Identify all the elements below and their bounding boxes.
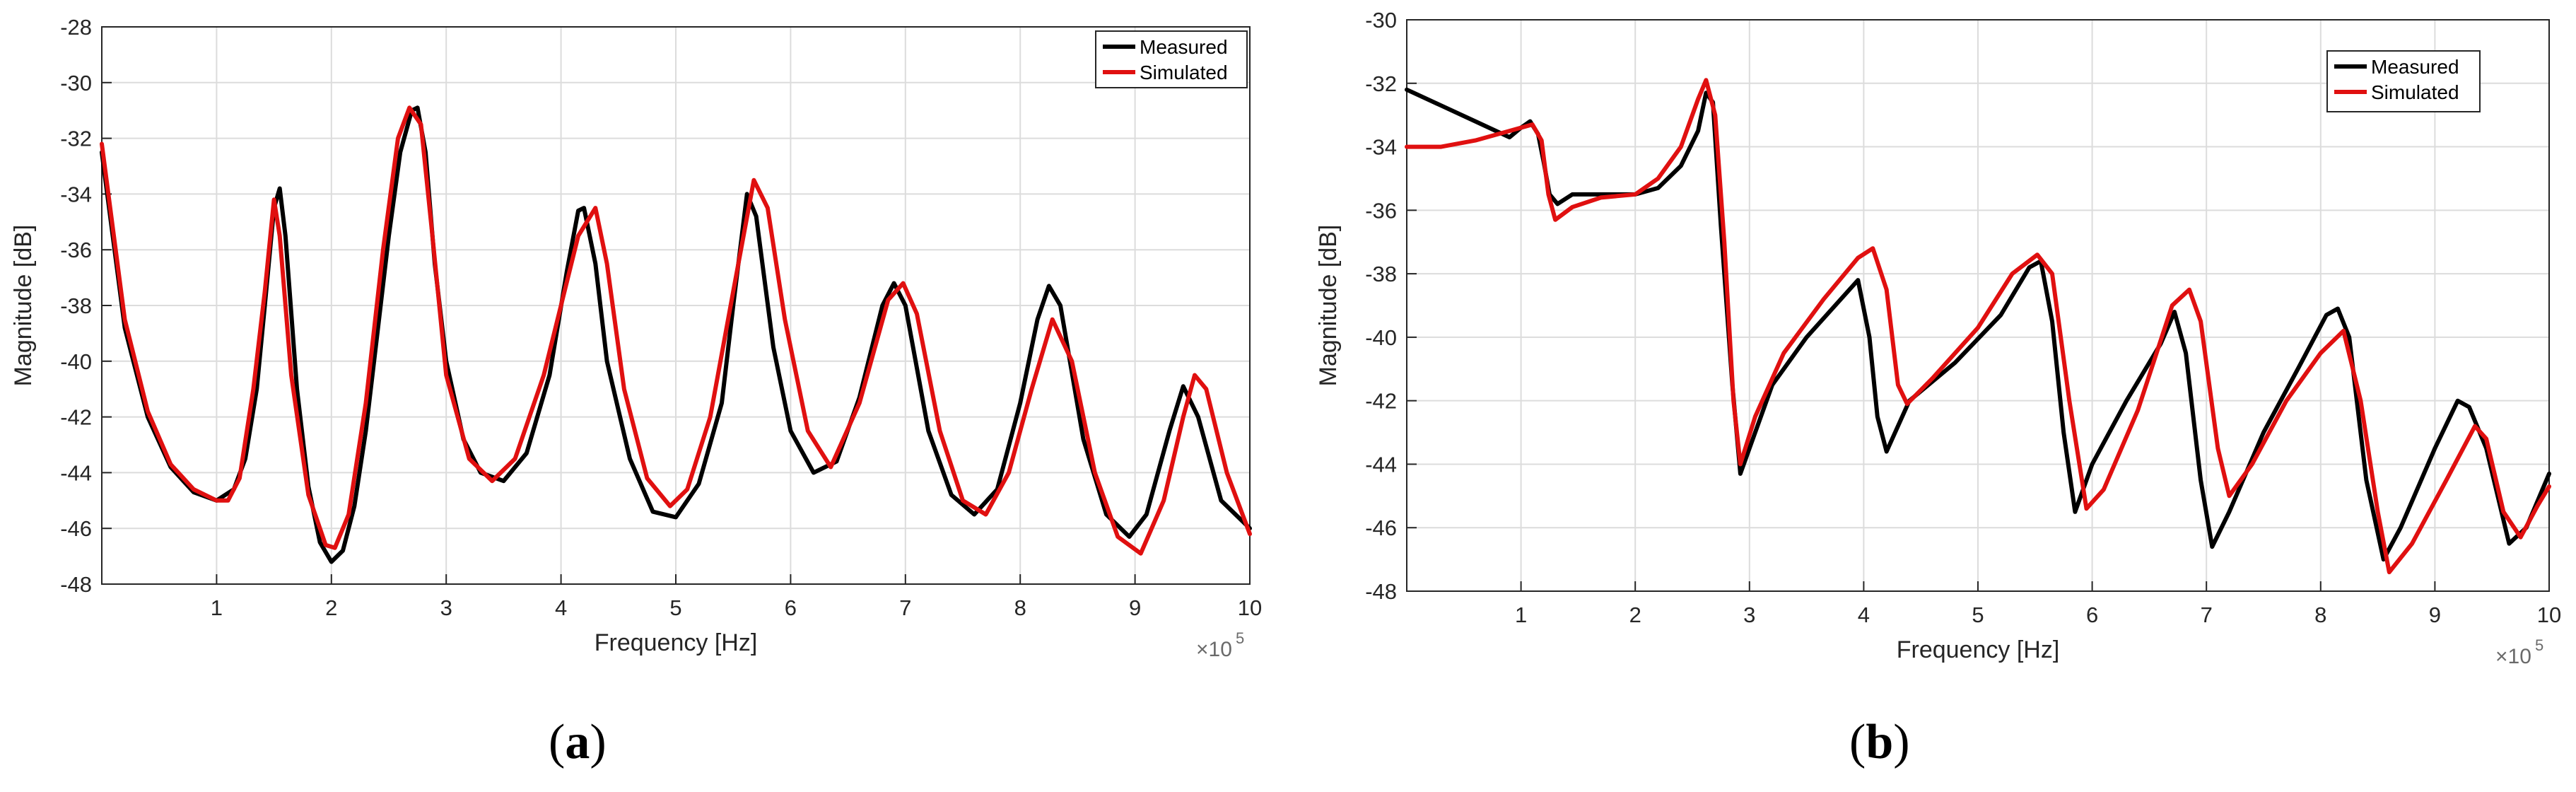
y-tick-label: -38 xyxy=(1365,262,1397,286)
x-exponent-power: 5 xyxy=(2535,636,2543,654)
legend-box xyxy=(2326,50,2481,112)
x-exponent-power: 5 xyxy=(1236,629,1244,647)
y-tick-label: -48 xyxy=(60,572,92,597)
y-tick-label: -32 xyxy=(1365,71,1397,96)
caption-paren-open: ( xyxy=(549,715,566,769)
x-tick-label: 3 xyxy=(440,595,452,620)
series-line-measured xyxy=(100,105,1252,564)
caption-letter: b xyxy=(1866,715,1894,769)
y-tick-label: -38 xyxy=(60,293,92,318)
y-tick-label: -36 xyxy=(60,238,92,262)
y-tick-label: -36 xyxy=(1365,198,1397,223)
caption-letter: a xyxy=(565,715,590,769)
y-axis-label: Magnitude [dB] xyxy=(1315,225,1342,387)
x-tick-label: 7 xyxy=(899,595,911,620)
y-tick-label: -34 xyxy=(1365,135,1397,160)
x-tick-label: 6 xyxy=(2086,602,2098,627)
y-tick-label: -48 xyxy=(1365,579,1397,604)
legend-label-measured: Measured xyxy=(2371,56,2459,78)
caption-paren-close: ) xyxy=(590,715,607,769)
x-tick-label: 9 xyxy=(1129,595,1141,620)
x-tick-label: 4 xyxy=(1858,602,1870,627)
legend-box xyxy=(1095,30,1248,88)
y-tick-label: -42 xyxy=(1365,389,1397,414)
x-tick-label: 5 xyxy=(1972,602,1984,627)
x-tick-label: 9 xyxy=(2429,602,2441,627)
x-tick-label: 5 xyxy=(669,595,681,620)
x-tick-label: 2 xyxy=(325,595,337,620)
y-axis-label: Magnitude [dB] xyxy=(10,225,37,387)
y-tick-label: -40 xyxy=(60,349,92,374)
x-tick-label: 2 xyxy=(1629,602,1641,627)
chart-panel-a: 1 2 3 4 5 6 7 8 9 10 -48 -46 -44 -42 -40 -38 -36 -34 -32 -3… xyxy=(10,15,1262,661)
y-tick-label: -32 xyxy=(60,127,92,151)
legend-label-measured: Measured xyxy=(1140,36,1228,58)
x-exponent-label: ×10 xyxy=(1196,638,1232,661)
y-tick-label: -30 xyxy=(1365,8,1397,33)
x-tick-label: 6 xyxy=(785,595,797,620)
x-tick-label: 8 xyxy=(1014,595,1026,620)
x-tick-label: 10 xyxy=(2537,602,2561,627)
x-tick-label: 7 xyxy=(2201,602,2213,627)
y-tick-label: -46 xyxy=(1365,516,1397,540)
chart-panel-b: 1 2 3 4 5 6 7 8 9 10 -48 -46 -44 -42 -40 -38 -36 -34 -32 -3… xyxy=(1315,8,2561,668)
x-axis-label: Frequency [Hz] xyxy=(1897,636,2060,663)
x-tick-label: 8 xyxy=(2314,602,2326,627)
y-tick-label: -46 xyxy=(60,516,92,541)
legend: Measured Simulated xyxy=(2326,50,2481,112)
caption-panel-b: (b) xyxy=(1849,714,1910,771)
caption-panel-a: (a) xyxy=(549,714,607,771)
x-tick-label: 4 xyxy=(555,595,567,620)
x-exponent-label: ×10 xyxy=(2495,645,2531,668)
series-line-simulated xyxy=(100,105,1252,556)
y-tick-label: -34 xyxy=(60,182,92,206)
caption-paren-open: ( xyxy=(1849,715,1866,769)
y-tick-label: -30 xyxy=(60,71,92,95)
caption-paren-close: ) xyxy=(1893,715,1910,769)
x-tick-label: 10 xyxy=(1238,595,1262,620)
y-tick-label: -44 xyxy=(1365,452,1397,477)
y-tick-label: -28 xyxy=(60,15,92,40)
y-tick-label: -42 xyxy=(60,405,92,430)
x-tick-label: 1 xyxy=(1515,602,1527,627)
x-axis-label: Frequency [Hz] xyxy=(595,629,758,656)
legend-label-simulated: Simulated xyxy=(1140,62,1228,83)
x-tick-label: 3 xyxy=(1743,602,1755,627)
series-line-simulated xyxy=(1405,78,2551,575)
x-tick-label: 1 xyxy=(211,595,223,620)
legend: Measured Simulated xyxy=(1095,30,1248,88)
legend-label-simulated: Simulated xyxy=(2371,81,2459,103)
y-tick-label: -44 xyxy=(60,460,92,485)
y-tick-label: -40 xyxy=(1365,325,1397,350)
